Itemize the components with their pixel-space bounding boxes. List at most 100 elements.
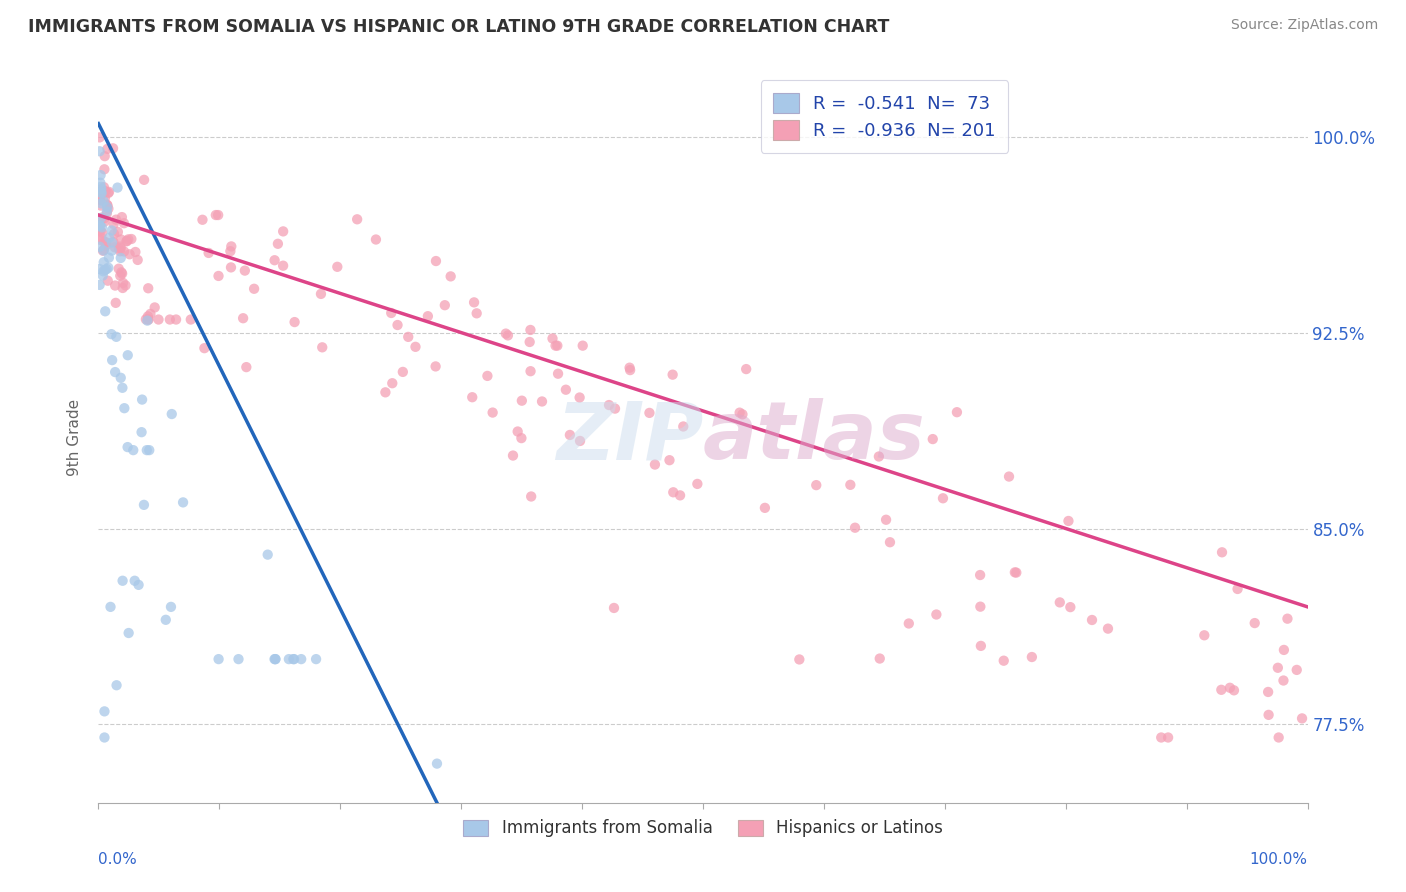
Point <box>136 281 159 295</box>
Point <box>103 227 125 241</box>
Point <box>94 185 117 199</box>
Point <box>111 574 134 588</box>
Point <box>219 244 242 259</box>
Point <box>221 239 243 253</box>
Point <box>425 254 447 268</box>
Point <box>127 252 149 267</box>
Point <box>89 176 111 190</box>
Point <box>97 274 120 288</box>
Point <box>868 450 890 464</box>
Point <box>1243 616 1265 631</box>
Point <box>148 312 170 326</box>
Point <box>111 381 134 395</box>
Point <box>138 312 160 326</box>
Text: 0.0%: 0.0% <box>98 852 138 867</box>
Point <box>89 277 111 292</box>
Text: IMMIGRANTS FROM SOMALIA VS HISPANIC OR LATINO 9TH GRADE CORRELATION CHART: IMMIGRANTS FROM SOMALIA VS HISPANIC OR L… <box>28 18 890 36</box>
Point <box>97 202 120 216</box>
Point <box>392 365 415 379</box>
Point <box>207 268 229 283</box>
Point <box>94 191 117 205</box>
Point <box>90 198 112 212</box>
Point <box>124 244 146 259</box>
Point <box>1291 711 1313 725</box>
Point <box>89 145 111 159</box>
Point <box>477 368 499 383</box>
Point <box>644 458 666 472</box>
Point <box>1005 566 1028 580</box>
Point <box>728 406 751 420</box>
Point <box>111 281 134 295</box>
Point <box>132 173 155 187</box>
Point <box>160 599 183 614</box>
Point <box>96 200 118 214</box>
Point <box>506 425 529 439</box>
Point <box>283 652 305 666</box>
Point <box>519 364 541 378</box>
Point <box>387 318 409 332</box>
Point <box>112 401 135 416</box>
Point <box>735 362 758 376</box>
Point <box>90 224 112 238</box>
Point <box>132 498 155 512</box>
Point <box>844 521 866 535</box>
Point <box>96 142 118 156</box>
Point <box>93 731 115 745</box>
Point <box>970 639 993 653</box>
Point <box>110 251 132 265</box>
Point <box>496 328 519 343</box>
Point <box>112 244 135 259</box>
Point <box>1267 661 1289 675</box>
Point <box>440 269 463 284</box>
Point <box>114 278 136 293</box>
Point <box>105 678 128 692</box>
Point <box>97 186 120 200</box>
Point <box>139 307 162 321</box>
Point <box>571 338 593 352</box>
Point <box>875 513 897 527</box>
Point <box>603 401 626 416</box>
Point <box>1257 685 1279 699</box>
Point <box>1057 514 1080 528</box>
Point <box>89 262 111 277</box>
Point <box>110 268 132 283</box>
Point <box>879 535 901 549</box>
Point <box>96 204 118 219</box>
Point <box>1219 681 1241 695</box>
Point <box>100 244 122 258</box>
Point <box>89 213 111 227</box>
Point <box>326 260 349 274</box>
Point <box>118 247 141 261</box>
Point <box>1097 622 1119 636</box>
Point <box>271 224 294 238</box>
Point <box>103 217 125 231</box>
Point <box>93 194 115 209</box>
Point <box>1211 682 1233 697</box>
Point <box>1272 673 1295 688</box>
Point <box>263 253 285 268</box>
Point <box>101 141 124 155</box>
Point <box>263 652 285 666</box>
Point <box>1150 731 1173 745</box>
Point <box>426 756 449 771</box>
Point <box>243 282 266 296</box>
Point <box>105 330 128 344</box>
Point <box>110 239 132 253</box>
Y-axis label: 9th Grade: 9th Grade <box>67 399 83 475</box>
Point <box>1049 595 1071 609</box>
Point <box>104 296 127 310</box>
Point <box>135 312 157 326</box>
Point <box>374 385 396 400</box>
Text: atlas: atlas <box>703 398 925 476</box>
Point <box>93 264 115 278</box>
Point <box>381 376 404 391</box>
Point <box>235 360 257 375</box>
Point <box>160 407 183 421</box>
Point <box>998 469 1021 483</box>
Point <box>96 262 118 277</box>
Point <box>1285 663 1308 677</box>
Point <box>122 443 145 458</box>
Point <box>100 223 122 237</box>
Point <box>110 241 132 255</box>
Point <box>461 390 484 404</box>
